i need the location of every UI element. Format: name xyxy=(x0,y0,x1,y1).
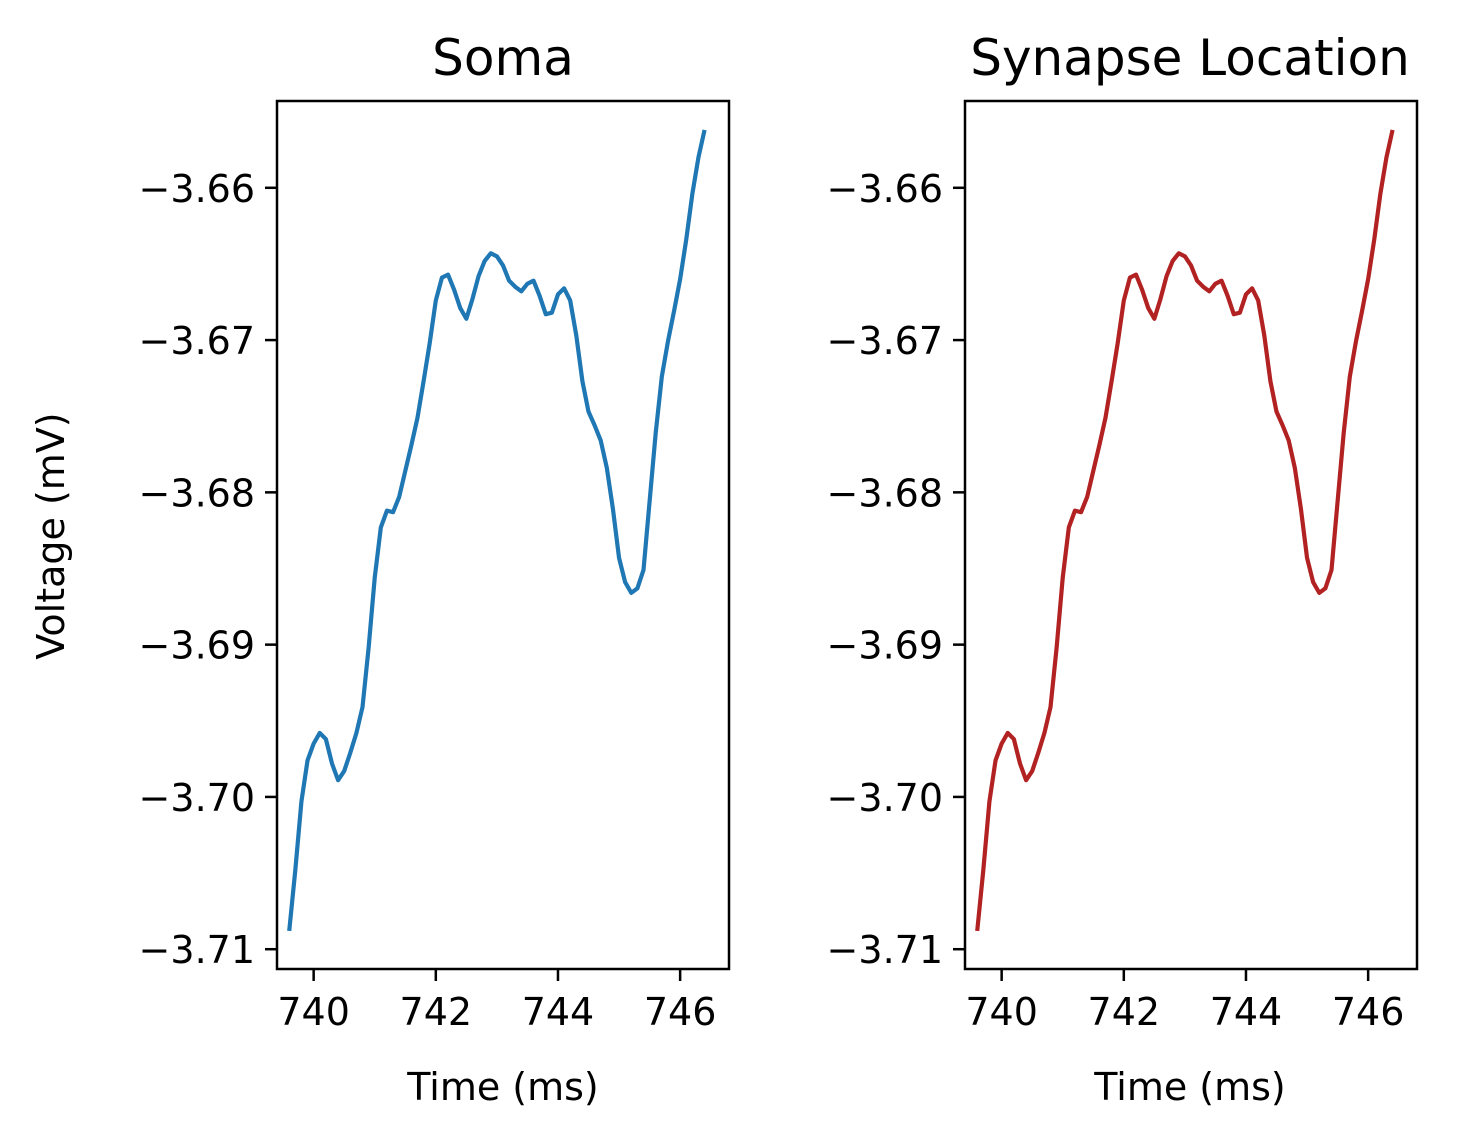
soma-x-tick-label: 744 xyxy=(522,990,595,1034)
synapse-y-tick-label: −3.70 xyxy=(827,776,943,820)
synapse-xlabel: Time (ms) xyxy=(1093,1065,1286,1109)
soma-y-tick-label: −3.66 xyxy=(139,167,255,211)
soma-panel: Soma Voltage (mV) Time (ms) 740 742 744 746… xyxy=(29,29,731,1109)
soma-y-tick-label: −3.68 xyxy=(139,471,255,515)
soma-xlabel: Time (ms) xyxy=(406,1065,599,1109)
synapse-y-tick-label: −3.68 xyxy=(827,471,943,515)
soma-axes-frame xyxy=(275,99,731,971)
synapse-y-tick-label: −3.67 xyxy=(827,319,943,363)
soma-ylabel: Voltage (mV) xyxy=(29,412,73,659)
synapse-x-tick-label: 746 xyxy=(1332,990,1405,1034)
soma-title: Soma xyxy=(432,29,574,87)
synapse-voltage-line xyxy=(975,129,1395,932)
synapse-title: Synapse Location xyxy=(970,29,1410,87)
synapse-plot-area: 740 742 744 746 −3.71 −3.70 −3.69 −3.68 −3.67 −3.… xyxy=(827,99,1419,1034)
synapse-axes-frame xyxy=(963,99,1419,971)
synapse-y-tick-label: −3.71 xyxy=(827,928,943,972)
soma-y-tick-label: −3.71 xyxy=(139,928,255,972)
soma-x-tick-label: 742 xyxy=(400,990,473,1034)
synapse-x-tick-label: 740 xyxy=(965,990,1038,1034)
soma-x-tick-label: 740 xyxy=(277,990,350,1034)
soma-plot-area: 740 742 744 746 −3.71 −3.70 −3.69 −3.68 −3.67 −3.… xyxy=(139,99,731,1034)
soma-x-tick-label: 746 xyxy=(644,990,717,1034)
soma-y-tick-label: −3.69 xyxy=(139,624,255,668)
synapse-x-tick-label: 744 xyxy=(1210,990,1283,1034)
synapse-y-tick-label: −3.69 xyxy=(827,624,943,668)
soma-y-tick-label: −3.70 xyxy=(139,776,255,820)
soma-y-tick-label: −3.67 xyxy=(139,319,255,363)
synapse-y-tick-label: −3.66 xyxy=(827,167,943,211)
synapse-x-tick-label: 742 xyxy=(1088,990,1161,1034)
soma-voltage-line xyxy=(287,129,707,932)
synapse-panel: Synapse Location Time (ms) 740 742 744 746 −… xyxy=(827,29,1419,1109)
